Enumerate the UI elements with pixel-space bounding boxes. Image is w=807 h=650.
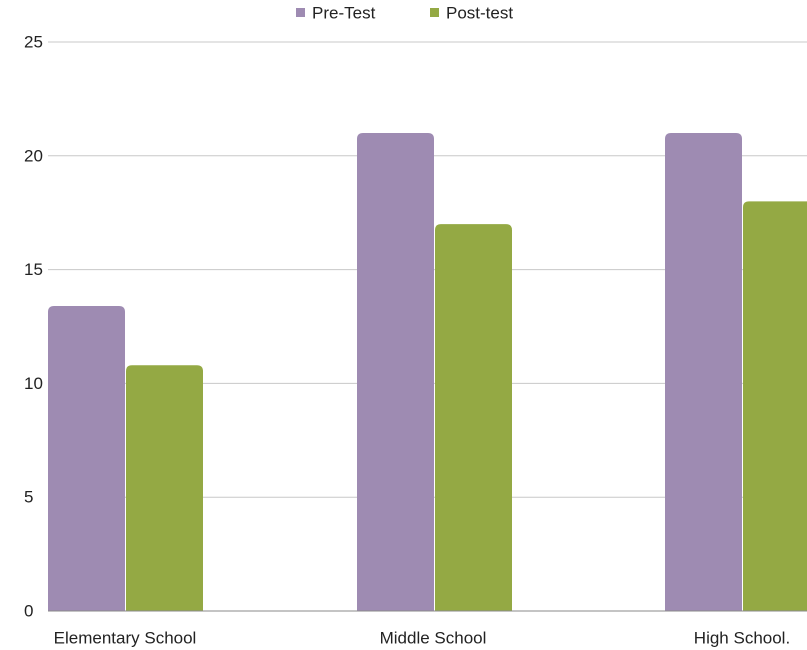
y-tick-label: 15 <box>24 260 43 279</box>
bar-post-test-2 <box>743 201 807 611</box>
bar-pre-test-1 <box>357 133 434 611</box>
category-label: Middle School <box>380 629 487 648</box>
legend-swatch <box>430 8 439 17</box>
legend-label: Post-test <box>446 4 513 23</box>
category-label: Elementary School <box>54 629 197 648</box>
y-tick-label: 0 <box>24 602 33 621</box>
y-tick-label: 20 <box>24 146 43 165</box>
bar-post-test-1 <box>435 224 512 611</box>
bar-pre-test-0 <box>48 306 125 611</box>
x-axis-category-labels: Elementary School Middle School High Schoo… <box>54 629 791 648</box>
y-tick-label: 25 <box>24 33 43 52</box>
bar-pre-test-2 <box>665 133 742 611</box>
legend-label: Pre-Test <box>312 4 376 23</box>
legend: Pre-Test Post-test <box>296 4 513 23</box>
legend-swatch <box>296 8 305 17</box>
y-tick-label: 10 <box>24 374 43 393</box>
bars <box>48 133 807 611</box>
category-label: High School. <box>694 629 790 648</box>
y-axis-tick-labels: 0 5 10 15 20 25 <box>24 33 43 621</box>
bar-post-test-0 <box>126 365 203 611</box>
y-tick-label: 5 <box>24 488 33 507</box>
